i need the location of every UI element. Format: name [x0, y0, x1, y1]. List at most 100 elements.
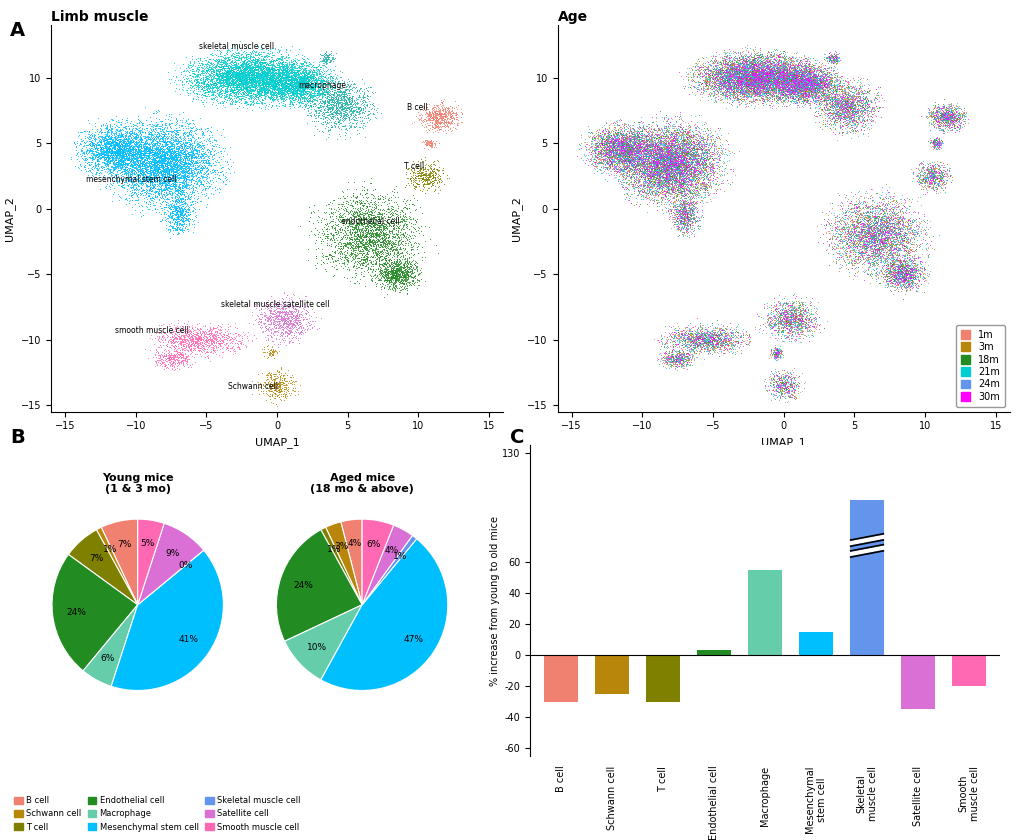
Point	[191, 76, 207, 89]
Point	[706, 328, 722, 341]
Point	[346, 196, 363, 209]
Point	[942, 104, 958, 118]
Point	[777, 305, 794, 318]
Point	[160, 214, 176, 228]
Point	[323, 93, 339, 107]
Point	[102, 146, 118, 160]
Point	[346, 226, 363, 239]
Point	[669, 204, 686, 218]
Point	[686, 179, 702, 192]
Point	[696, 182, 712, 196]
Point	[781, 57, 797, 71]
Point	[818, 75, 835, 88]
Point	[276, 97, 292, 111]
Point	[697, 155, 713, 168]
Point	[772, 71, 789, 85]
Point	[678, 166, 694, 180]
Point	[775, 50, 792, 63]
Point	[268, 399, 284, 412]
Point	[184, 151, 201, 165]
Point	[325, 100, 341, 113]
Point	[779, 81, 795, 95]
Point	[601, 144, 618, 158]
Point	[872, 213, 889, 227]
Point	[294, 73, 311, 87]
Point	[263, 385, 279, 398]
Point	[240, 317, 257, 330]
Point	[792, 91, 808, 104]
Point	[803, 86, 819, 99]
Point	[388, 269, 405, 282]
Point	[674, 173, 690, 186]
Point	[355, 238, 371, 251]
Point	[849, 229, 865, 243]
Point	[773, 381, 790, 394]
Point	[280, 318, 297, 332]
Point	[784, 72, 800, 86]
Point	[110, 155, 126, 168]
Point	[300, 67, 316, 81]
Point	[695, 160, 711, 173]
Point	[820, 47, 837, 60]
Point	[364, 235, 380, 249]
Point	[788, 85, 804, 98]
Point	[780, 78, 796, 92]
Point	[779, 326, 795, 339]
Point	[760, 83, 776, 97]
Point	[859, 226, 875, 239]
Point	[879, 230, 896, 244]
Point	[430, 122, 446, 135]
Point	[662, 156, 679, 170]
Point	[377, 221, 393, 234]
Point	[627, 151, 643, 165]
Point	[218, 64, 234, 77]
Point	[155, 176, 171, 189]
Point	[758, 315, 774, 328]
Point	[157, 165, 173, 178]
Point	[888, 195, 904, 208]
Point	[650, 155, 666, 168]
Point	[834, 100, 850, 113]
Point	[224, 65, 240, 78]
Point	[171, 167, 187, 181]
Point	[313, 81, 329, 95]
Point	[775, 70, 792, 83]
Point	[335, 207, 352, 220]
Point	[237, 50, 254, 63]
Point	[767, 76, 784, 90]
Point	[157, 176, 173, 190]
Point	[678, 134, 694, 148]
Point	[799, 80, 815, 93]
Point	[613, 135, 630, 149]
Point	[763, 67, 780, 81]
Point	[280, 92, 297, 105]
Point	[803, 324, 819, 338]
Point	[217, 325, 233, 339]
Point	[779, 65, 795, 78]
Point	[253, 82, 269, 96]
Point	[861, 192, 877, 205]
Point	[603, 142, 620, 155]
Point	[138, 137, 154, 150]
Point	[148, 162, 164, 176]
Point	[293, 74, 310, 87]
Point	[933, 116, 950, 129]
Point	[856, 92, 872, 106]
Point	[126, 179, 143, 192]
Point	[99, 144, 115, 157]
Point	[632, 169, 648, 182]
Point	[927, 137, 944, 150]
Point	[178, 71, 195, 85]
Point	[254, 72, 270, 86]
Point	[663, 145, 680, 159]
Point	[863, 239, 879, 252]
Point	[709, 331, 726, 344]
Point	[391, 263, 408, 276]
Point	[316, 65, 332, 78]
Point	[845, 98, 861, 112]
Point	[249, 62, 265, 76]
Point	[392, 203, 409, 217]
Point	[202, 63, 218, 76]
Point	[142, 174, 158, 187]
Point	[843, 234, 859, 247]
